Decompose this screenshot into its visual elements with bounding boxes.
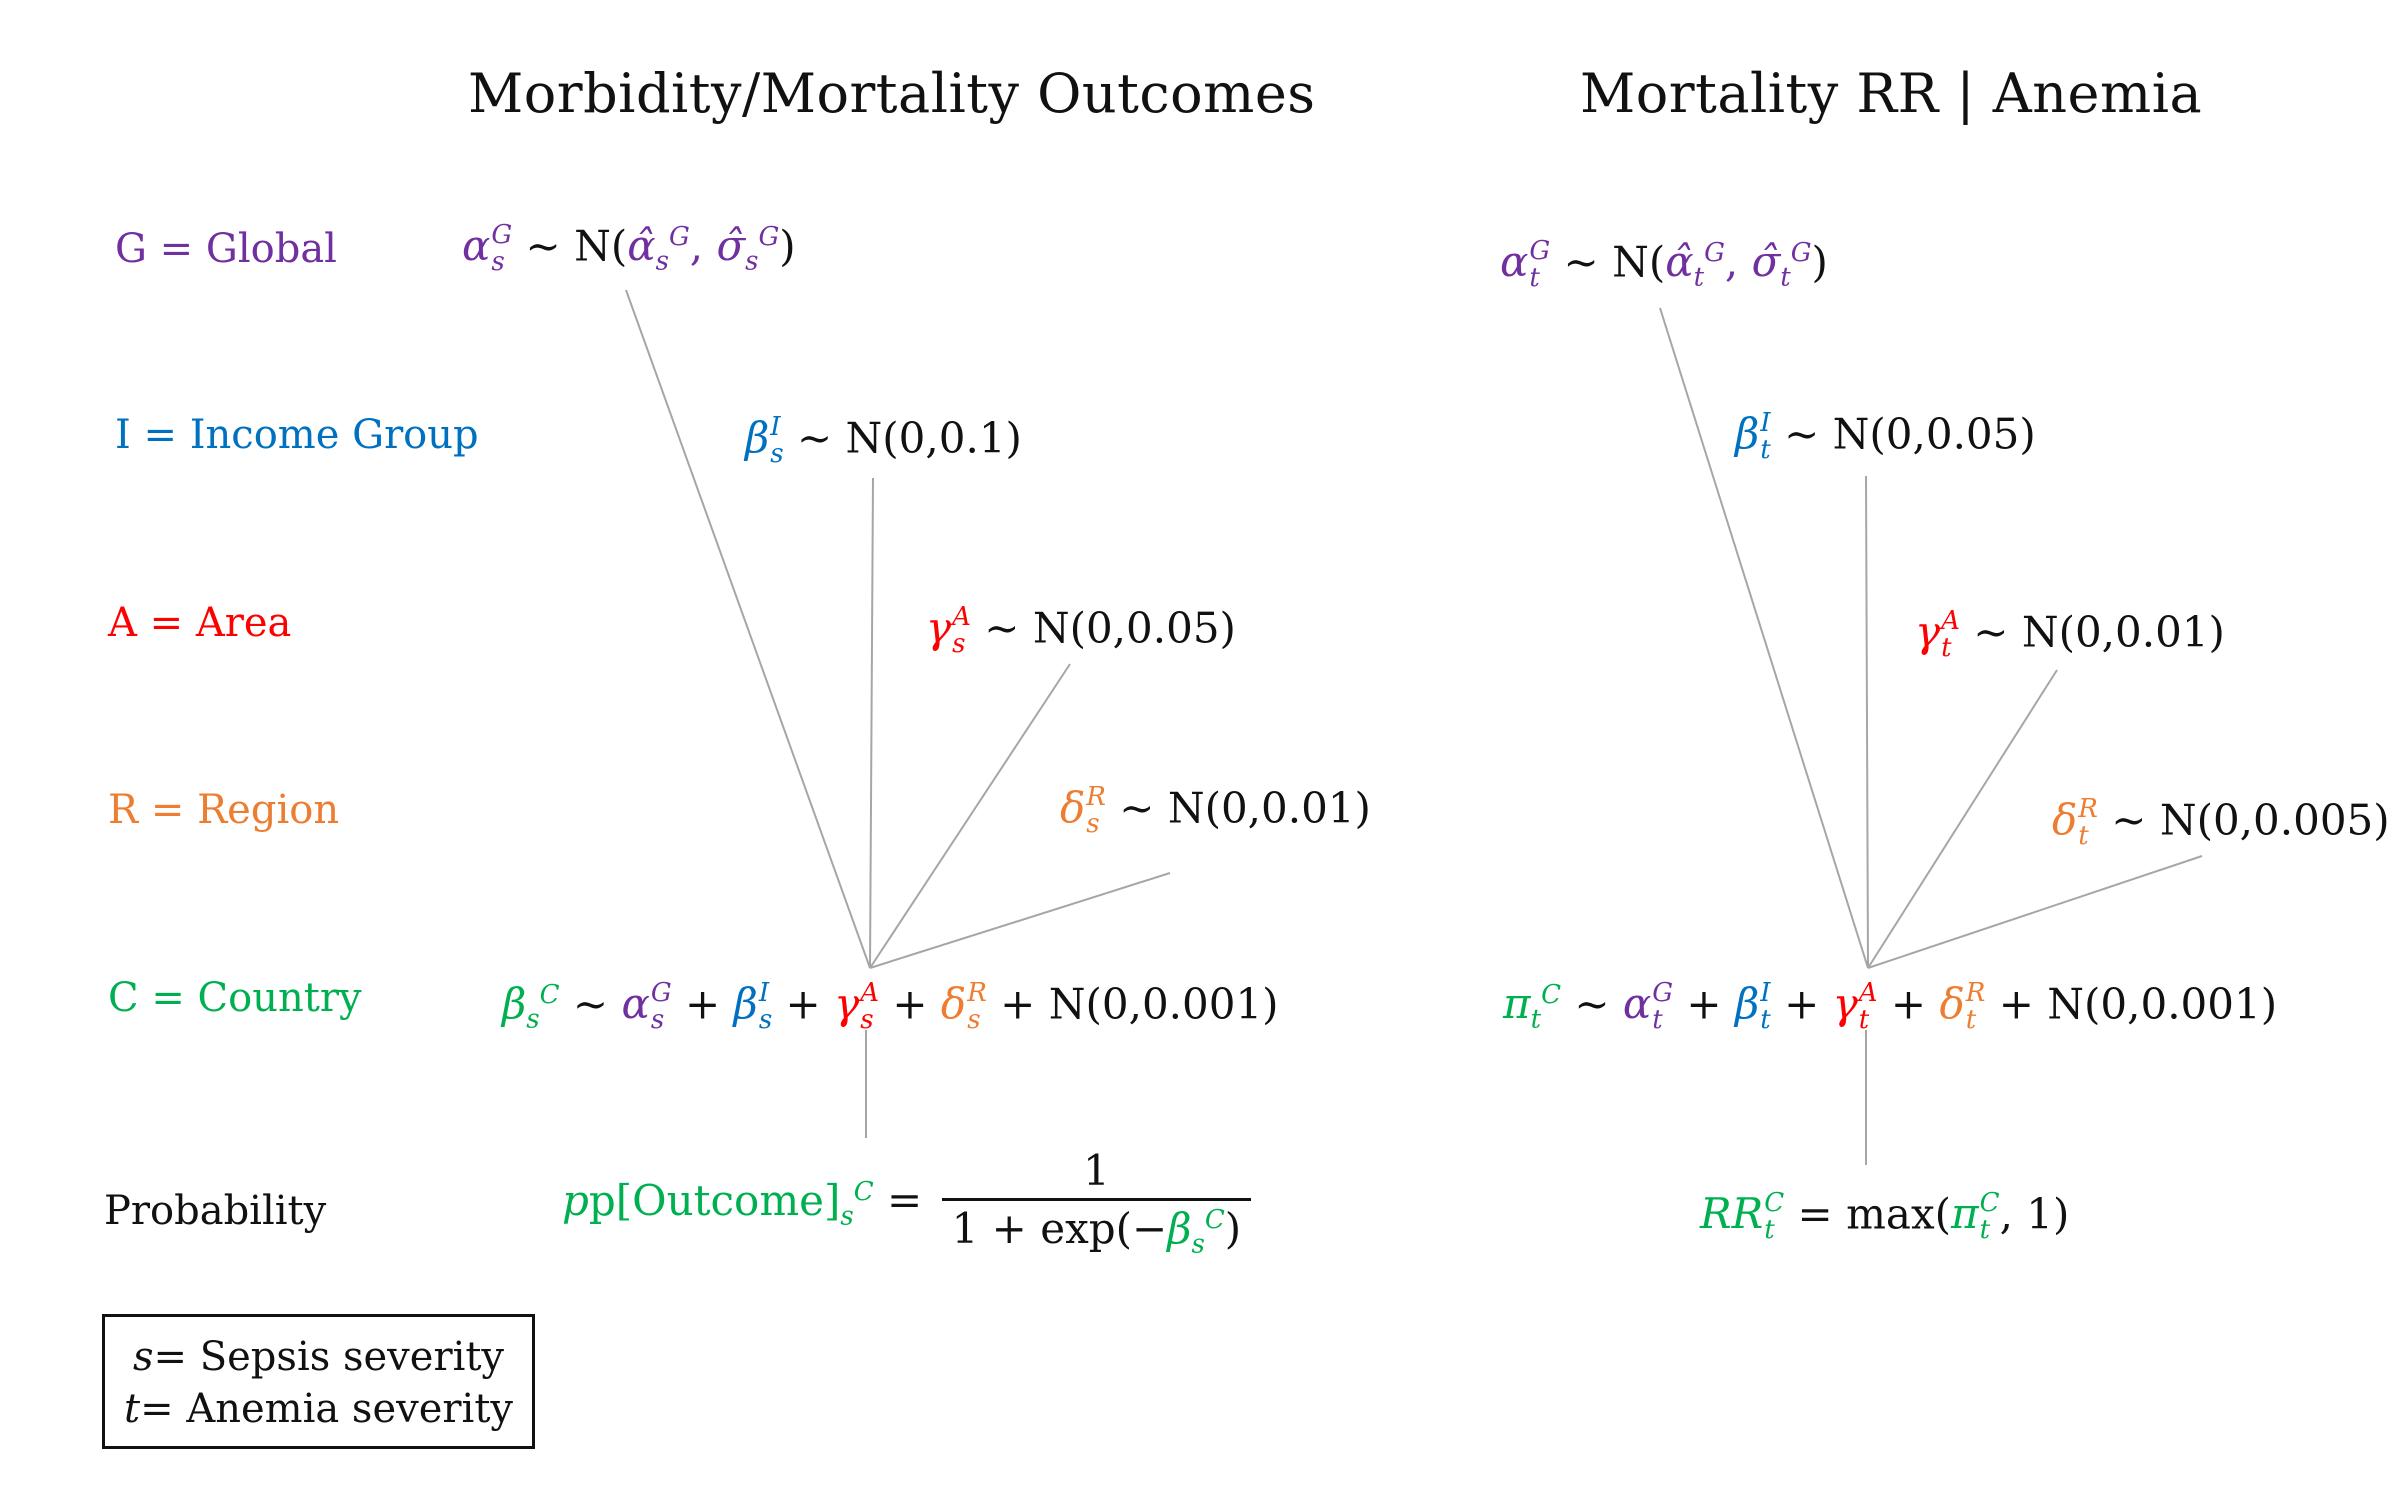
level-label-global: G = Global	[115, 226, 337, 272]
right-line-income	[1865, 475, 1869, 969]
left-line-global	[625, 289, 871, 969]
level-label-area: A = Area	[108, 600, 292, 646]
level-label-region: R = Region	[108, 787, 340, 833]
right-line-area	[1867, 669, 2058, 969]
legend-s-line: s= Sepsis severity	[132, 1334, 505, 1380]
right-title: Mortality RR | Anemia	[1580, 62, 2203, 125]
left-line-income	[869, 477, 874, 969]
left-title: Morbidity/Mortality Outcomes	[468, 62, 1316, 125]
level-label-income: I = Income Group	[115, 412, 479, 458]
legend-box: s= Sepsis severity t= Anemia severity	[102, 1314, 535, 1449]
right-line-global	[1659, 307, 1869, 969]
left-probability-equation: pp[Outcome]sC = 1 1 + exp(−βsC)	[562, 1150, 1257, 1257]
right-line-region	[1867, 855, 2203, 969]
level-label-probability: Probability	[104, 1188, 327, 1234]
left-line-area	[869, 663, 1071, 969]
legend-t-line: t= Anemia severity	[124, 1386, 513, 1432]
left-line-region	[869, 872, 1171, 969]
level-label-country: C = Country	[108, 975, 362, 1021]
